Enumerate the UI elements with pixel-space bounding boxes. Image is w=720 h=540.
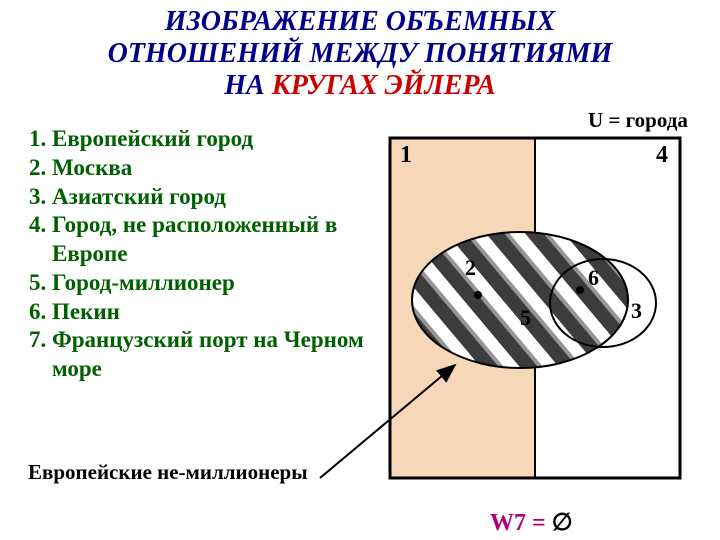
page-title: ИЗОБРАЖЕНИЕ ОБЪЕМНЫХ ОТНОШЕНИЙ МЕЖДУ ПОН… [0,6,720,103]
list-item: Город, не расположенный в Европе [52,211,372,269]
title-line-2: ОТНОШЕНИЙ МЕЖДУ ПОНЯТИЯМИ [0,38,720,70]
title-line-1: ИЗОБРАЖЕНИЕ ОБЪЕМНЫХ [0,6,720,38]
euler-diagram: 1 4 2 5 6 3 [360,130,700,510]
concept-list: Европейский город Москва Азиатский город… [18,125,372,384]
point-6 [576,286,584,294]
label-1: 1 [400,142,412,168]
label-3: 3 [631,298,642,323]
w-label: W7 = ∅ [490,508,573,537]
w-label-symbol: ∅ [552,510,573,536]
point-2 [474,291,482,299]
list-item: Город-миллионер [52,269,372,298]
list-item: Москва [52,154,372,183]
label-6: 6 [588,265,599,290]
title-line-3: НА КРУГАХ ЭЙЛЕРА [0,70,720,102]
list-item: Европейский город [52,125,372,154]
w-label-prefix: W7 = [490,510,552,536]
list-item: Азиатский город [52,183,372,212]
label-4: 4 [656,142,668,168]
list-item: Французский порт на Черном море [52,326,372,384]
list-item: Пекин [52,298,372,327]
label-5: 5 [520,305,531,330]
title-line-3-accent: КРУГАХ ЭЙЛЕРА [272,70,496,101]
label-2: 2 [465,255,476,280]
arrow-caption: Европейские не-миллионеры [28,460,308,485]
title-line-3-prefix: НА [224,70,271,101]
